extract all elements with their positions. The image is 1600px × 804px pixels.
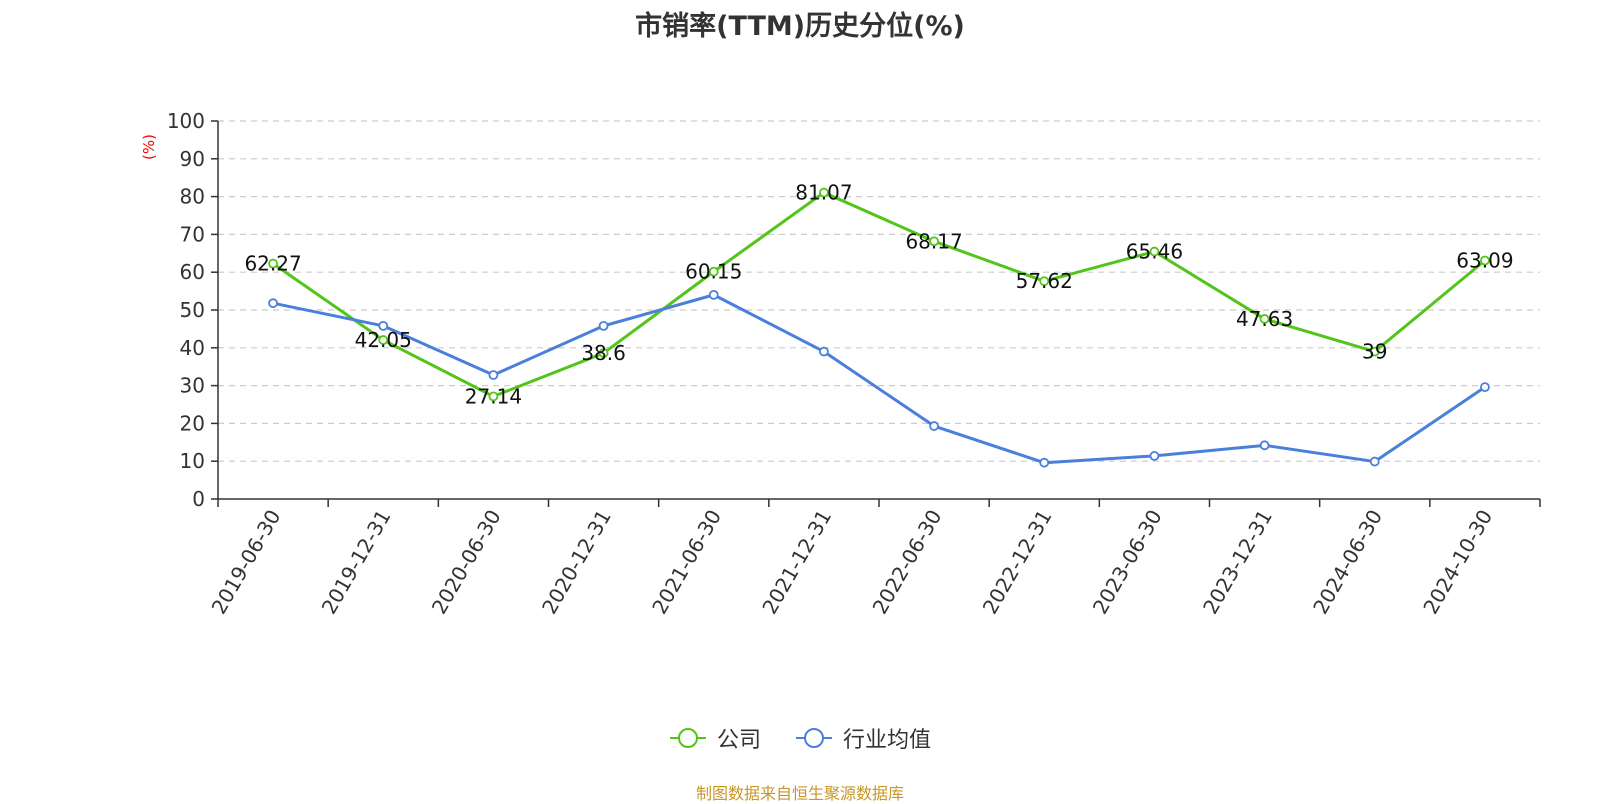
series-line-1 [272,293,1486,465]
data-point [819,187,829,198]
data-point [268,298,278,309]
x-tick-label: 2022-12-31 [978,506,1057,619]
data-label: 27.14 [465,384,522,408]
y-tick-label: 50 [180,298,205,322]
y-tick-label: 80 [180,185,205,209]
x-tick-label: 2024-06-30 [1308,506,1387,619]
data-point [1039,457,1050,468]
data-label: 42.05 [355,328,412,352]
series-group [268,187,1490,468]
data-point [378,335,389,345]
y-tick-label: 100 [167,109,205,133]
x-tick-label: 2020-06-30 [427,505,506,618]
data-point [268,258,278,269]
y-tick-label: 70 [180,222,205,246]
data-point [929,236,939,247]
x-tick-label: 2024-10-30 [1418,506,1497,619]
data-point [929,421,939,431]
data-point [1480,255,1490,266]
legend: 公司 行业均值 [0,722,1600,754]
data-label: 63.09 [1456,249,1513,273]
y-tick-label: 60 [180,260,205,284]
data-label: 47.63 [1236,307,1293,331]
x-tick-label: 2023-12-31 [1198,506,1277,619]
x-tick-label: 2021-06-30 [647,506,726,619]
data-point [378,320,389,331]
series-line-0 [272,191,1486,398]
data-point [819,346,829,357]
x-tick-label: 2021-12-31 [757,506,836,619]
data-point [1369,456,1380,467]
data-point [1149,451,1160,461]
legend-label-industry-average: 行业均值 [843,728,932,753]
data-point [488,391,499,402]
x-tick-label: 2019-12-31 [317,506,396,619]
gridlines [218,120,1540,462]
data-label: 65.46 [1126,240,1183,264]
y-tick-label: 10 [180,449,205,473]
x-tick-label: 2022-06-30 [868,505,947,618]
y-tick-label: 40 [180,336,205,360]
y-axis-ticks: 0 10 20 30 40 50 60 70 80 90 100 [167,109,218,511]
x-axis-ticks: 2019-06-30 2019-12-31 2020-06-30 2020-12-31… [207,499,1541,619]
data-point [1369,346,1380,357]
data-point [488,370,499,380]
data-point [1259,440,1270,451]
data-point [1259,314,1270,324]
data-source-note: 制图数据来自恒生聚源数据库 [695,784,904,803]
y-tick-label: 90 [180,147,205,171]
x-tick-label: 2023-06-30 [1088,506,1167,619]
y-tick-label: 20 [180,411,205,435]
y-tick-label: 0 [192,487,205,511]
data-label: 60.15 [685,260,742,284]
data-point [598,320,609,331]
data-label: 57.62 [1016,269,1073,293]
x-tick-label: 2020-12-31 [537,506,616,619]
data-point [1149,246,1160,257]
legend-marker-industry-icon [796,728,832,748]
data-point [708,289,719,300]
y-tick-label: 30 [180,374,205,398]
legend-marker-company-icon [669,728,706,748]
data-labels: 62.27 42.05 27.14 38.6 60.15 81.07 68.17 57.62 6… [244,181,1513,409]
legend-item-company[interactable]: 公司 [669,722,761,754]
data-point [1480,382,1490,393]
data-point [598,348,609,358]
data-label: 68.17 [905,229,962,253]
x-tick-label: 2019-06-30 [207,506,286,619]
chart-title: 市销率(TTM)历史分位(%) [635,11,965,42]
legend-item-industry-average[interactable]: 行业均值 [795,722,931,754]
data-label: 81.07 [795,181,852,205]
data-label: 38.6 [581,341,626,365]
legend-label-company: 公司 [716,728,761,753]
data-point [708,266,719,277]
data-point [1039,276,1050,287]
data-label: 39 [1362,340,1387,364]
data-label: 62.27 [244,252,301,276]
